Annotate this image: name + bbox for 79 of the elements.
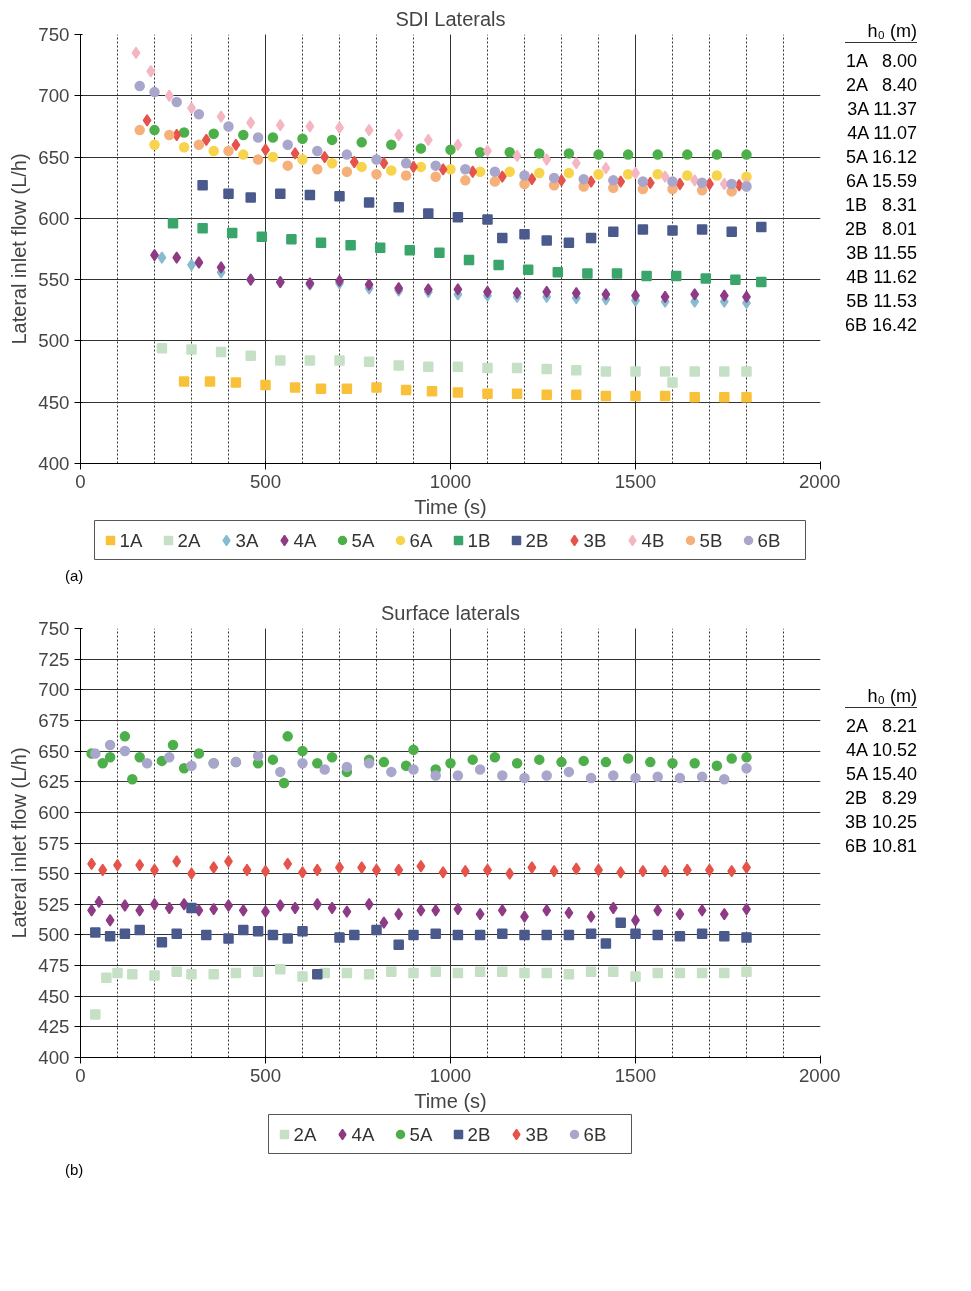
y-tick-label: 400 [38,453,70,474]
x-tick-label: 0 [75,1064,86,1086]
x-axis-title: Time (s) [414,495,487,518]
x-tick-label: 2000 [799,1064,841,1086]
legend-label: 5A [409,1124,433,1145]
x-tick-label: 1000 [429,1064,472,1086]
y-tick-label: 750 [38,24,70,45]
legend-label: 3B [583,530,607,551]
text: 5A 16.12 [845,146,918,169]
y-tick-label: 550 [38,863,70,885]
legend-label: 2B [525,530,549,551]
text: 2A 8.40 [845,74,918,97]
y-tick-label: 475 [38,955,70,977]
y-tick-label: 450 [38,391,70,413]
y-tick-label: 725 [38,648,70,670]
y-tick-label: 425 [38,1016,70,1038]
text: 5B 11.53 [845,290,918,313]
y-tick-label: 700 [38,85,70,107]
legend-label: 1B [467,530,491,551]
y-tick-label: 400 [38,1047,70,1068]
text: h₀ (m) [845,684,918,708]
legend-label: 5A [351,530,375,551]
legend-label: 5B [699,530,723,551]
x-tick-label: 500 [249,1064,282,1086]
y-tick-label: 675 [38,709,70,731]
text: (b) [65,1160,84,1180]
text: 3B 10.25 [845,811,918,834]
text: 6B 10.81 [845,835,918,858]
text: 2B 8.01 [845,218,918,241]
text: h₀ (m) [845,19,918,43]
legend-label: 3B [525,1124,549,1145]
legend-label: 4B [641,530,665,551]
legend-label: 6A [409,530,433,551]
text: 1B 8.31 [845,194,918,217]
y-axis-title: Lateral inlet flow (L/h) [8,153,31,345]
chart-title: SDI Laterals [395,7,506,30]
x-tick-label: 0 [75,470,86,492]
y-tick-label: 500 [38,330,70,352]
legend-label: 4A [293,530,317,551]
legend-label: 1A [119,530,143,551]
text: 6A 15.59 [845,170,918,193]
legend-label: 2B [467,1124,491,1145]
y-tick-label: 625 [38,771,70,793]
y-tick-label: 600 [38,801,70,823]
legend-label: 6B [757,530,781,551]
y-tick-label: 750 [38,618,70,639]
legend-label: 2A [293,1124,317,1145]
text: 3A 11.37 [846,98,918,121]
text: 6B 16.42 [845,314,918,337]
text: 4A 11.07 [846,122,918,145]
chart-title: Surface laterals [381,601,520,624]
text: 1A 8.00 [845,50,918,73]
x-tick-label: 1500 [614,470,657,492]
x-tick-label: 500 [249,470,282,492]
text: 5A 15.40 [845,763,918,786]
legend-label: 4A [351,1124,375,1145]
y-tick-label: 450 [38,985,70,1007]
y-tick-label: 500 [38,924,70,946]
text: 3B 11.55 [845,242,918,265]
x-tick-label: 1500 [614,1064,657,1086]
x-tick-label: 2000 [799,470,841,492]
text: 4B 11.62 [845,266,918,289]
y-tick-label: 700 [38,679,70,701]
text: 4A 10.52 [845,739,918,762]
text: (a) [65,566,84,586]
text: 2A 8.21 [845,715,918,738]
y-tick-label: 650 [38,146,70,168]
y-tick-label: 550 [38,269,70,291]
y-tick-label: 650 [38,740,70,762]
x-axis-title: Time (s) [414,1089,487,1112]
y-tick-label: 575 [38,832,70,854]
x-tick-label: 1000 [429,470,472,492]
text: 2B 8.29 [845,787,918,810]
legend-label: 3A [235,530,259,551]
y-tick-label: 525 [38,893,70,915]
legend-label: 6B [583,1124,607,1145]
legend-label: 2A [177,530,201,551]
y-axis-title: Lateral inlet flow (L/h) [8,747,31,939]
y-tick-label: 600 [38,207,70,229]
